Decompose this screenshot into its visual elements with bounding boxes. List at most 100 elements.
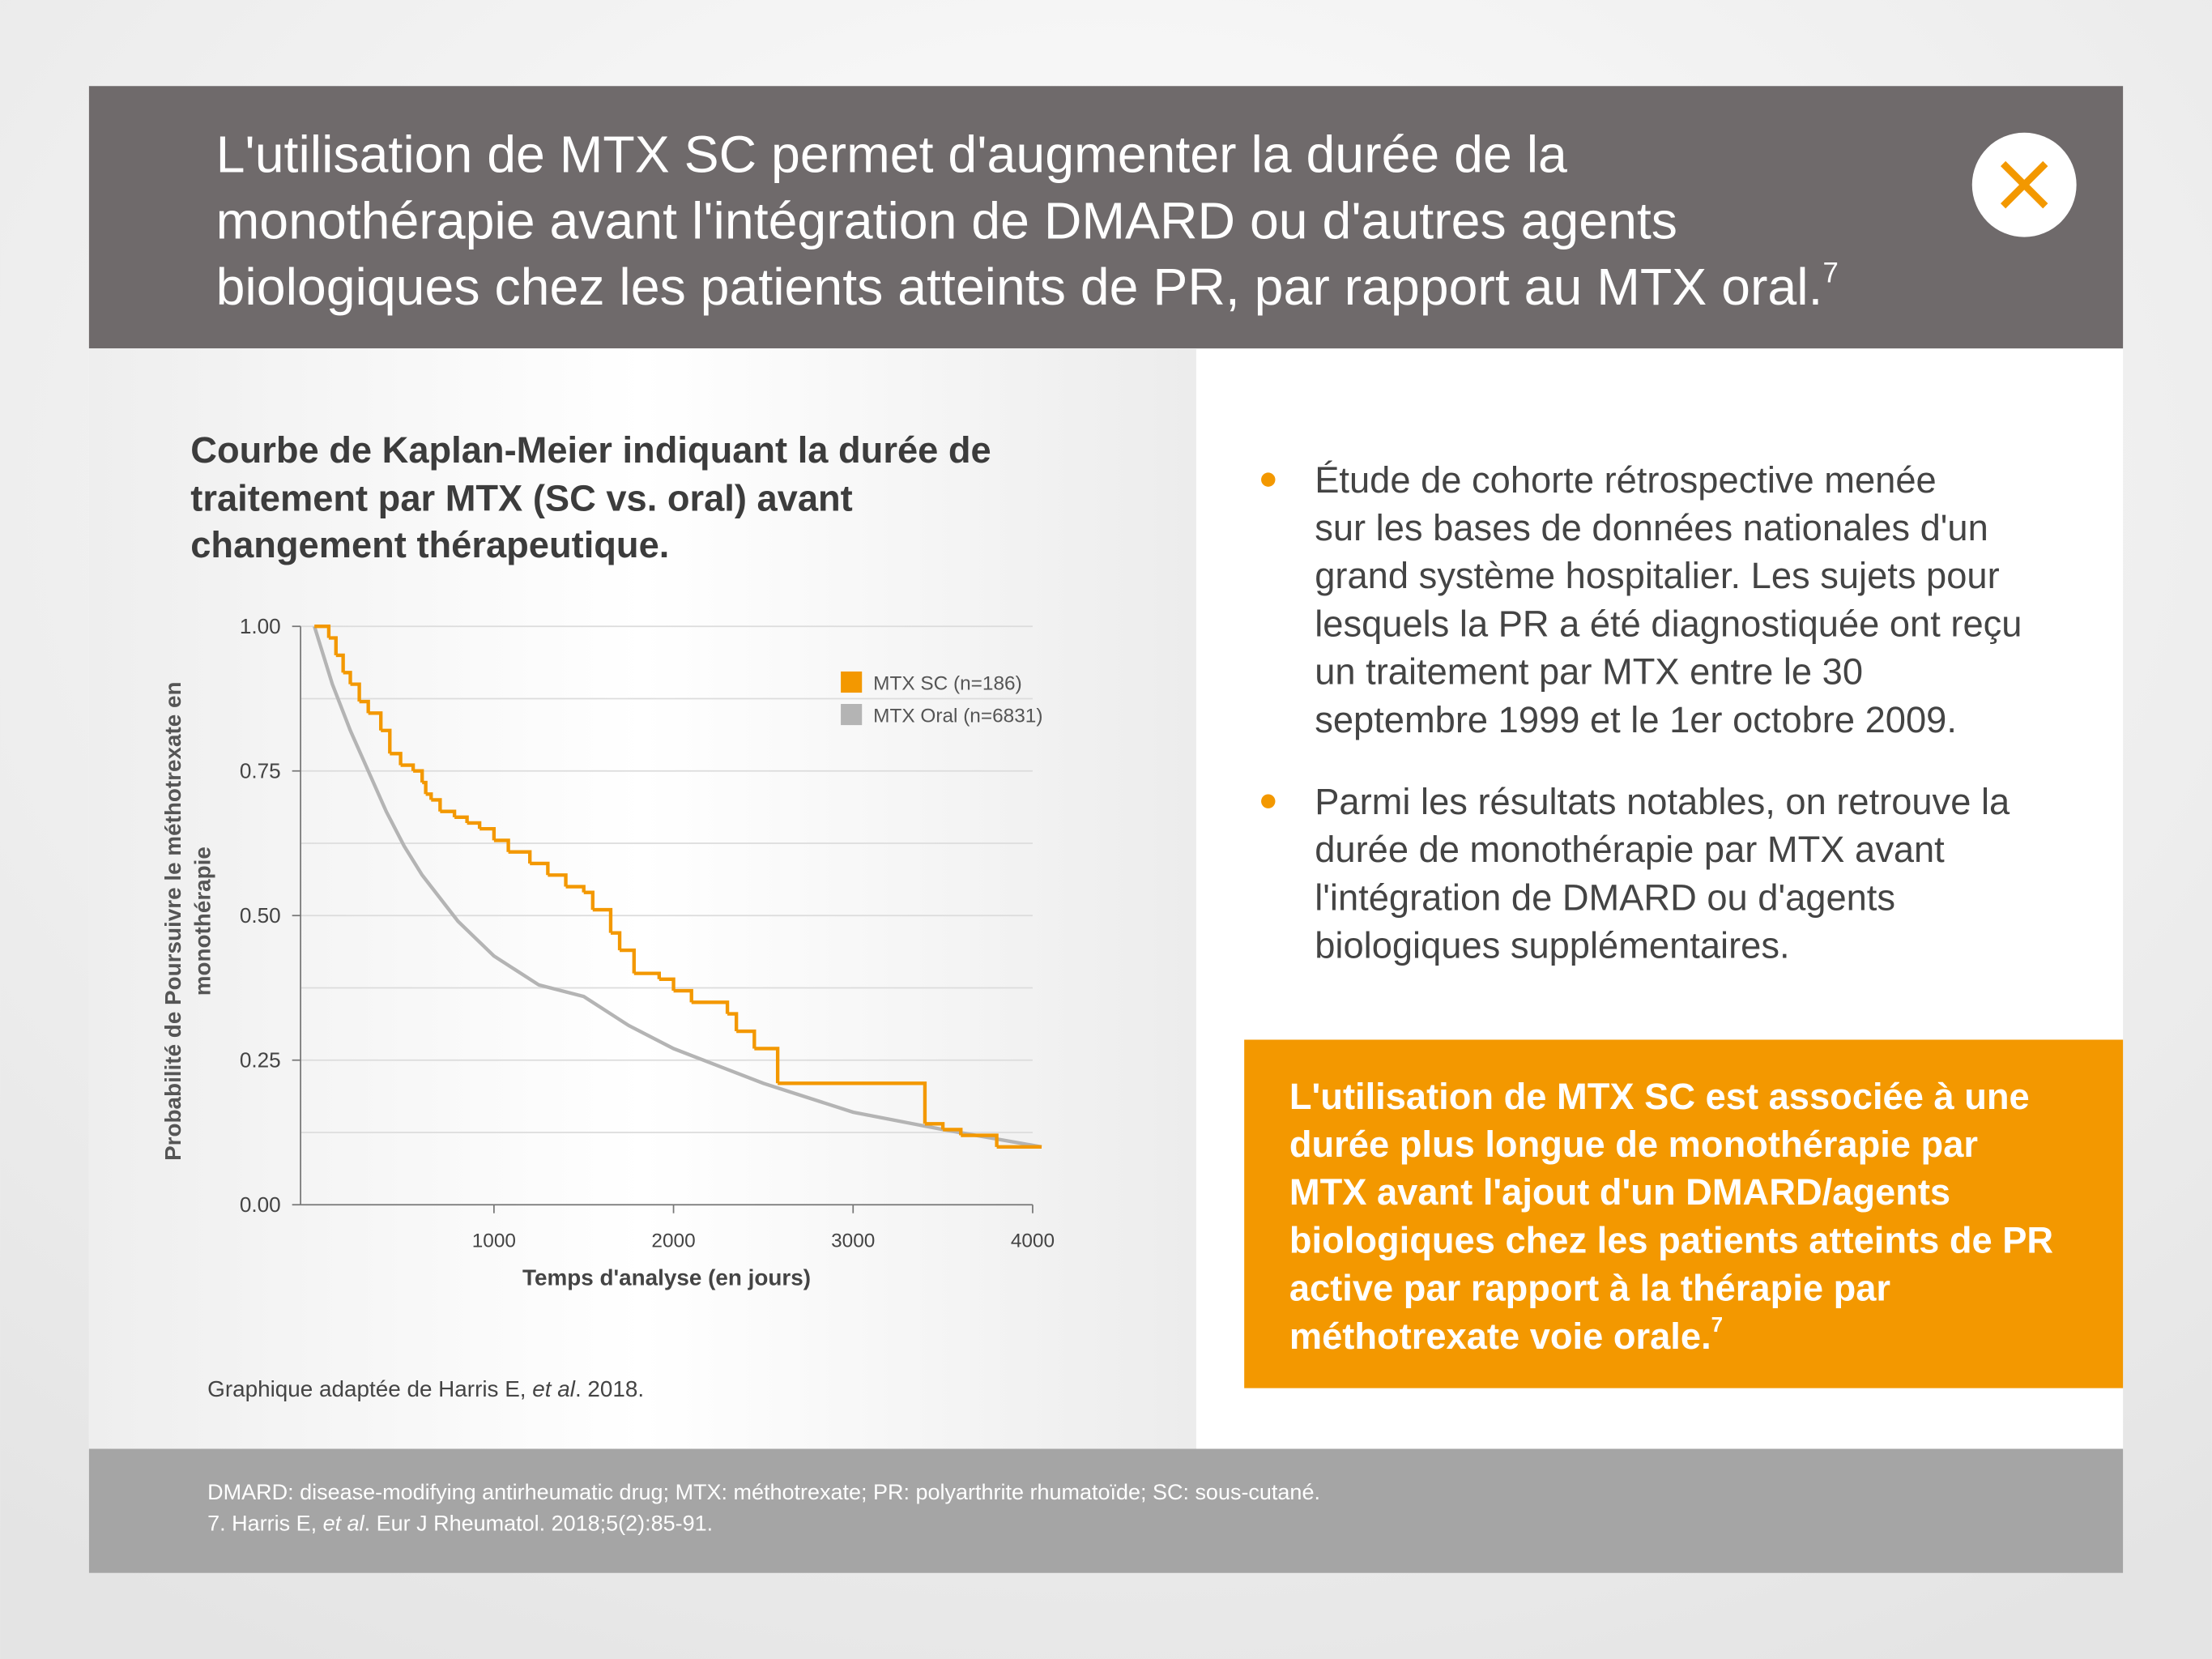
left-panel <box>88 348 1196 1449</box>
bullet-line: septembre 1999 et le 1er octobre 2009. <box>1315 699 1957 740</box>
survival-step <box>328 636 338 655</box>
survival-step <box>658 977 676 992</box>
highlight-text: durée plus longue de monothérapie par <box>1289 1124 1978 1165</box>
highlight-line: durée plus longue de monothérapie par <box>1289 1124 1978 1165</box>
title-line: monothérapie avant l'intégration de DMAR… <box>216 191 1677 249</box>
bullet-line: biologiques supplémentaires. <box>1315 924 1789 966</box>
x-axis-label: Temps d'analyse (en jours) <box>522 1265 811 1290</box>
footnotes: DMARD: disease-modifying antirheumatic d… <box>207 1480 1320 1535</box>
reference-text: . Eur J Rheumatol. 2018;5(2):85-91. <box>364 1512 714 1536</box>
legend-swatch <box>841 704 863 726</box>
close-icon[interactable] <box>2001 160 2048 209</box>
legend-label: MTX SC (n=186) <box>873 673 1022 695</box>
chart-title-line: traitement par MTX (SC vs. oral) avant <box>190 477 853 518</box>
survival-step <box>335 653 345 673</box>
survival-step <box>565 885 586 893</box>
caption: Graphique adaptée de Harris E, et al. 20… <box>207 1376 644 1401</box>
survival-step <box>350 682 361 702</box>
survival-step <box>778 1081 927 1124</box>
highlight-line: MTX avant l'ajout d'un DMARD/agents <box>1289 1171 1950 1213</box>
survival-step <box>727 1012 739 1032</box>
survival-step <box>493 838 510 852</box>
bullet-list: Étude de cohorte rétrospective menée sur … <box>1261 459 2022 966</box>
survival-step <box>467 821 482 830</box>
highlight-line: L'utilisation de MTX SC est associée à u… <box>1289 1076 2030 1117</box>
survival-step <box>548 873 568 887</box>
survival-step <box>368 711 383 731</box>
title-line: biologiques chez les patients atteints d… <box>216 257 1839 316</box>
survival-step <box>400 763 416 771</box>
x-tick-label: 4000 <box>1011 1230 1055 1252</box>
survival-step <box>620 948 636 974</box>
survival-step <box>610 931 622 951</box>
highlight-text: biologiques chez les patients atteints d… <box>1289 1219 2053 1260</box>
x-tick-label: 2000 <box>651 1230 695 1252</box>
caption-italic: et al <box>532 1376 575 1401</box>
header <box>88 86 2124 349</box>
survival-step <box>343 671 352 684</box>
bullet-line: un traitement par MTX entre le 30 <box>1315 651 1863 693</box>
survival-step <box>422 780 428 795</box>
chart-title-line: changement thérapeutique. <box>190 524 669 565</box>
survival-step <box>413 769 424 783</box>
highlight-text: méthotrexate voie orale. <box>1289 1316 1711 1357</box>
legend-swatch <box>841 671 863 693</box>
y-tick-label: 0.00 <box>240 1192 281 1217</box>
survival-step <box>943 1128 963 1136</box>
highlight-line: biologiques chez les patients atteints d… <box>1289 1219 2053 1260</box>
reference-text: 7. Harris E, <box>207 1512 322 1536</box>
reference-italic: et al <box>323 1512 365 1536</box>
survival-step <box>508 850 532 864</box>
abbreviations: DMARD: disease-modifying antirheumatic d… <box>207 1480 1320 1504</box>
survival-step <box>691 1000 730 1014</box>
survival-step <box>314 625 331 638</box>
bullet-line: lesquels la PR a été diagnostiquée ont r… <box>1315 603 2022 644</box>
survival-step <box>530 861 550 876</box>
survival-step <box>359 699 370 714</box>
reference: 7. Harris E, et al. Eur J Rheumatol. 201… <box>207 1512 713 1536</box>
survival-step <box>425 792 433 800</box>
bullet-line: Étude de cohorte rétrospective menée <box>1315 459 1936 501</box>
highlight-box <box>1244 1039 2124 1388</box>
survival-step <box>583 890 595 911</box>
header-title: L'utilisation de MTX SC permet d'augment… <box>216 125 1839 316</box>
superscript: 7 <box>1822 257 1838 288</box>
survival-step <box>673 988 693 1003</box>
highlight-text: L'utilisation de MTX SC est associée à u… <box>1289 1076 2030 1117</box>
y-tick-label: 0.25 <box>240 1047 281 1072</box>
chart-title-line: Courbe de Kaplan-Meier indiquant la duré… <box>190 429 991 471</box>
bullet-line: sur les bases de données nationales d'un <box>1315 507 1988 548</box>
survival-step <box>924 1122 945 1130</box>
survival-step <box>479 826 497 841</box>
survival-step <box>454 815 469 823</box>
survival-step <box>736 1029 757 1049</box>
survival-step <box>633 971 662 979</box>
footer <box>88 1448 2124 1573</box>
survival-step <box>440 809 457 817</box>
survival-step <box>390 752 403 766</box>
survival-step <box>431 798 442 812</box>
x-tick-label: 1000 <box>472 1230 516 1252</box>
title-text: biologiques chez les patients atteints d… <box>216 258 1823 316</box>
bullet-line: grand système hospitalier. Les sujets po… <box>1315 555 1999 596</box>
chart: 0.00 0.25 0.50 0.75 1.00 1000 2000 3000 4000 Temp… <box>160 614 1055 1290</box>
survival-step <box>592 907 613 933</box>
caption-text: . 2018. <box>575 1376 644 1401</box>
chart-heading: Courbe de Kaplan-Meier indiquant la duré… <box>190 429 991 565</box>
superscript: 7 <box>1711 1312 1724 1337</box>
y-axis-label: monothérapie <box>190 847 215 996</box>
bullet-dot <box>1261 794 1276 808</box>
survival-step <box>961 1133 999 1147</box>
legend-label: MTX Oral (n=6831) <box>873 706 1042 727</box>
highlight-line: active par rapport à la thérapie par <box>1289 1268 1890 1309</box>
survival-step <box>754 1047 780 1084</box>
survival-line <box>313 625 1042 1149</box>
y-tick-label: 0.75 <box>240 758 281 783</box>
highlight-text: active par rapport à la thérapie par <box>1289 1268 1890 1309</box>
bullet-line: l'intégration de DMARD ou d'agents <box>1315 876 1895 918</box>
survival-step <box>381 728 392 754</box>
close-button[interactable] <box>1971 132 2077 237</box>
bullet-line: Parmi les résultats notables, on retrouv… <box>1315 781 2010 822</box>
